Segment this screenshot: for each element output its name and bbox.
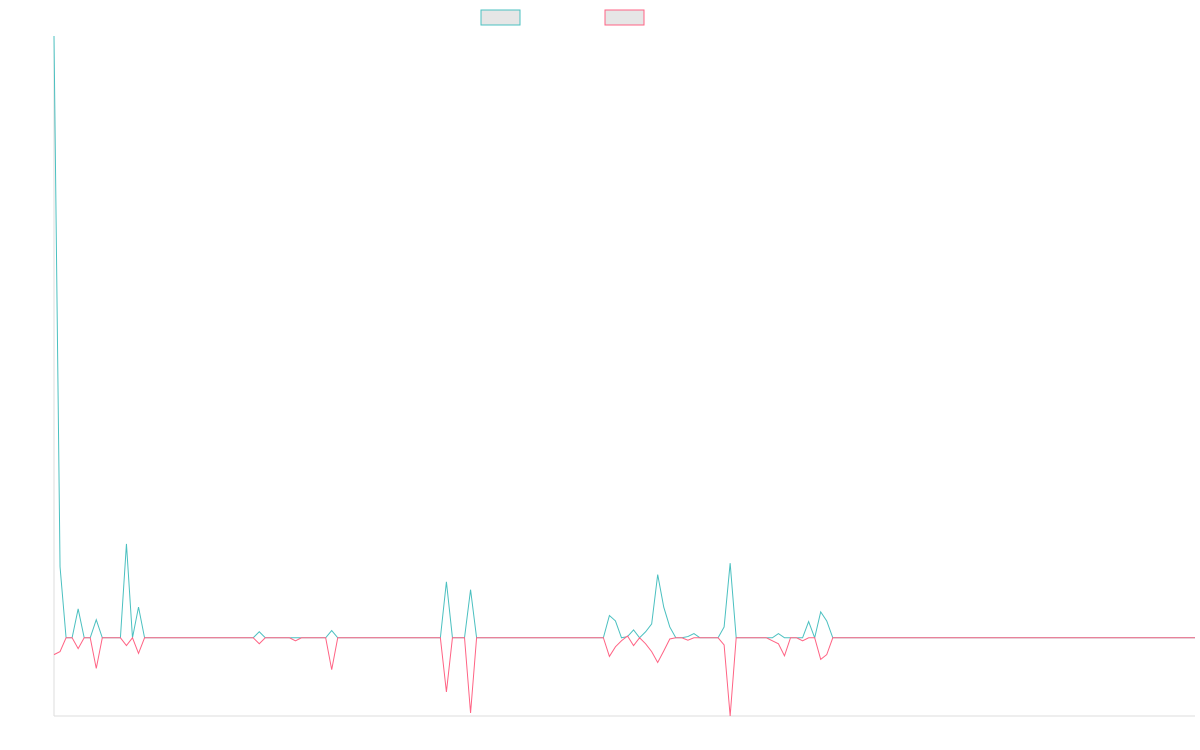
series-line bbox=[53, 35, 1195, 640]
legend-swatch[interactable] bbox=[604, 9, 645, 26]
series-line bbox=[53, 635, 1195, 717]
legend-swatch[interactable] bbox=[480, 9, 521, 26]
